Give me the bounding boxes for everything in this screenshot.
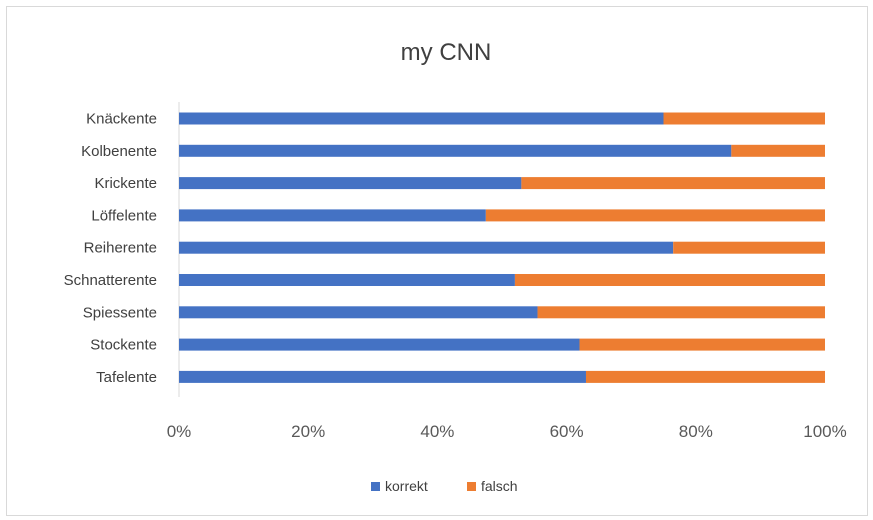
bar-korrekt-l-ffelente: [179, 209, 486, 222]
bar-korrekt-schnatterente: [179, 274, 515, 286]
bar-korrekt-stockente: [179, 338, 580, 351]
bar-falsch-krickente: [521, 177, 825, 190]
bars-layer: [179, 112, 825, 383]
category-label-tafelente: Tafelente: [96, 369, 157, 386]
x-tick-label-5: 100%: [803, 422, 846, 441]
category-labels: Knäckente Kolbenente Krickente Löffelente Re…: [64, 111, 157, 386]
legend: korrekt falsch: [371, 478, 518, 494]
category-label-spiessente: Spiessente: [83, 304, 157, 321]
legend-label-falsch: falsch: [481, 478, 518, 494]
chart-title: my CNN: [401, 39, 492, 66]
x-tick-label-1: 20%: [291, 422, 325, 441]
bar-korrekt-reiherente: [179, 241, 674, 254]
bar-korrekt-kolbenente: [179, 144, 732, 157]
bar-falsch-tafelente: [585, 370, 825, 383]
bar-falsch-stockente: [579, 338, 825, 351]
bar-falsch-kolbenente: [731, 144, 825, 157]
category-label-l-ffelente: Löffelente: [91, 207, 157, 224]
bar-korrekt-kn-ckente: [179, 112, 664, 125]
legend-label-korrekt: korrekt: [385, 478, 428, 494]
x-tick-labels: 0% 20% 40% 60% 80% 100%: [167, 422, 847, 441]
bar-korrekt-tafelente: [179, 370, 586, 383]
bar-falsch-schnatterente: [514, 274, 825, 286]
category-label-krickente: Krickente: [94, 175, 157, 192]
category-label-kolbenente: Kolbenente: [81, 143, 157, 160]
bar-falsch-spiessente: [537, 306, 825, 319]
chart: my CNN Knäckente Kolbenente Krickente Löffe…: [64, 39, 847, 494]
legend-swatch-korrekt: [371, 482, 380, 491]
chart-frame: my CNN Knäckente Kolbenente Krickente Löffe…: [6, 6, 868, 516]
category-label-reiherente: Reiherente: [84, 240, 157, 257]
bar-falsch-kn-ckente: [663, 112, 825, 125]
x-tick-label-3: 60%: [550, 422, 584, 441]
bar-falsch-reiherente: [673, 241, 825, 254]
legend-swatch-falsch: [467, 482, 476, 491]
category-label-schnatterente: Schnatterente: [64, 272, 157, 289]
x-tick-label-2: 40%: [420, 422, 454, 441]
category-label-stockente: Stockente: [90, 337, 157, 354]
x-tick-label-4: 80%: [679, 422, 713, 441]
bar-korrekt-krickente: [179, 177, 522, 190]
bar-falsch-l-ffelente: [485, 209, 825, 222]
bar-korrekt-spiessente: [179, 306, 538, 319]
x-tick-label-0: 0%: [167, 422, 192, 441]
category-label-kn-ckente: Knäckente: [86, 111, 157, 128]
